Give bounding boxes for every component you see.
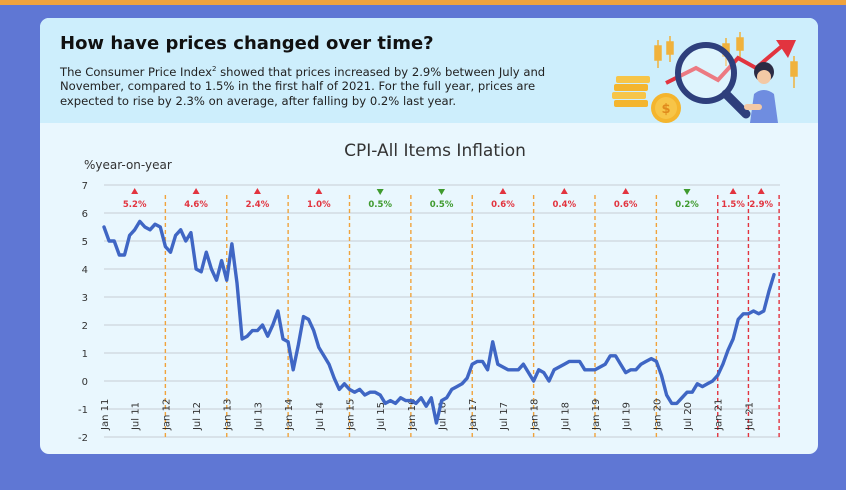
annotation-label: 5.2% — [123, 200, 147, 210]
x-tick-label: Jul 14 — [315, 402, 326, 431]
y-tick-label: -2 — [78, 433, 88, 444]
card-title: How have prices changed over time? — [60, 33, 434, 54]
x-tick-label: Jul 16 — [438, 402, 449, 431]
up-arrow-icon — [499, 188, 507, 194]
y-axis-label: %year-on-year — [84, 158, 172, 172]
annotation-label: 4.6% — [184, 200, 208, 210]
annotation-label: 2.4% — [246, 200, 270, 210]
y-tick-label: 3 — [82, 293, 88, 304]
x-tick-label: Jan 12 — [161, 399, 172, 431]
y-axis-ticks: -2 -1 0 1 2 3 4 5 6 7 — [78, 181, 88, 444]
x-tick-label: Jul 21 — [744, 402, 755, 431]
description-text-start: The Consumer Price Index — [60, 64, 212, 79]
gridlines — [104, 184, 780, 438]
woman-figure-icon — [744, 62, 778, 123]
y-tick-label: 1 — [82, 349, 88, 360]
annotation-label: 1.5% — [721, 200, 745, 210]
series-layer — [102, 219, 776, 425]
y-tick-label: 5 — [82, 237, 88, 248]
y-tick-label: 6 — [82, 209, 88, 220]
y-tick-label: -1 — [78, 405, 88, 416]
y-tick-label: 4 — [82, 265, 88, 276]
down-arrow-icon — [438, 189, 446, 195]
cpi-line-chart: CPI-All Items Inflation %year-on-year -2… — [78, 141, 780, 444]
period-dividers — [164, 195, 780, 437]
x-tick-label: Jul 12 — [192, 402, 203, 431]
x-axis-ticks: Jan 11 Jul 11 Jan 12 Jul 12 Jan 13 Jul 13 Jan … — [100, 399, 755, 431]
up-arrow-icon — [729, 188, 737, 194]
inflation-series-line — [102, 219, 776, 425]
inflation-illustration: $ — [612, 32, 798, 123]
arrow-head-icon — [776, 40, 796, 58]
annotation-label: 0.6% — [491, 200, 515, 210]
svg-text:$: $ — [661, 102, 670, 117]
x-tick-label: Jul 18 — [560, 402, 571, 431]
up-arrow-icon — [253, 188, 261, 194]
up-arrow-icon — [131, 188, 139, 194]
annotation-label: 2.9% — [749, 200, 773, 210]
description-text-end: showed that prices increased by 2.9% bet… — [60, 64, 546, 108]
card-header: How have prices changed over time? The C… — [40, 18, 818, 123]
top-accent-bar — [0, 0, 846, 5]
up-arrow-icon — [622, 188, 630, 194]
magnifier-icon — [675, 42, 751, 119]
y-tick-label: 2 — [82, 321, 88, 332]
x-tick-label: Jan 21 — [714, 399, 725, 431]
y-tick-label: 0 — [82, 377, 88, 388]
x-tick-label: Jan 20 — [652, 399, 663, 431]
down-arrow-icon — [683, 189, 691, 195]
x-tick-label: Jan 19 — [591, 399, 602, 431]
coin-stack-icon: $ — [612, 76, 681, 123]
up-arrow-icon — [315, 188, 323, 194]
annotation-label: 0.2% — [675, 200, 699, 210]
x-tick-label: Jan 17 — [468, 399, 479, 431]
period-annotations: 5.2% 4.6% 2.4% 1.0% 0.5% 0.5% 0.6% 0.4% 0.6% 0.2%… — [123, 188, 773, 210]
x-tick-label: Jul 17 — [499, 402, 510, 431]
annotation-label: 0.5% — [368, 200, 392, 210]
annotation-label: 1.0% — [307, 200, 331, 210]
card-description: The Consumer Price Index2 showed that pr… — [60, 62, 580, 108]
up-arrow-icon — [560, 188, 568, 194]
annotation-label: 0.4% — [553, 200, 577, 210]
x-tick-label: Jan 15 — [345, 399, 356, 431]
x-tick-label: Jul 20 — [683, 402, 694, 431]
up-arrow-icon — [192, 188, 200, 194]
x-tick-label: Jul 13 — [253, 402, 264, 431]
x-tick-label: Jul 15 — [376, 402, 387, 431]
y-tick-label: 7 — [82, 181, 88, 192]
x-tick-label: Jul 11 — [131, 402, 142, 431]
x-tick-label: Jan 18 — [530, 399, 541, 431]
footnote-marker: 2 — [211, 65, 217, 73]
x-tick-label: Jan 13 — [223, 399, 234, 431]
chart-title: CPI-All Items Inflation — [344, 141, 526, 161]
x-tick-label: Jan 11 — [100, 399, 111, 431]
down-arrow-icon — [376, 189, 384, 195]
info-card: How have prices changed over time? The C… — [40, 18, 818, 454]
up-arrow-icon — [757, 188, 765, 194]
x-tick-label: Jan 16 — [407, 399, 418, 431]
x-tick-label: Jul 19 — [622, 402, 633, 431]
annotation-label: 0.6% — [614, 200, 638, 210]
annotation-label: 0.5% — [430, 200, 454, 210]
x-tick-label: Jan 14 — [284, 399, 295, 431]
